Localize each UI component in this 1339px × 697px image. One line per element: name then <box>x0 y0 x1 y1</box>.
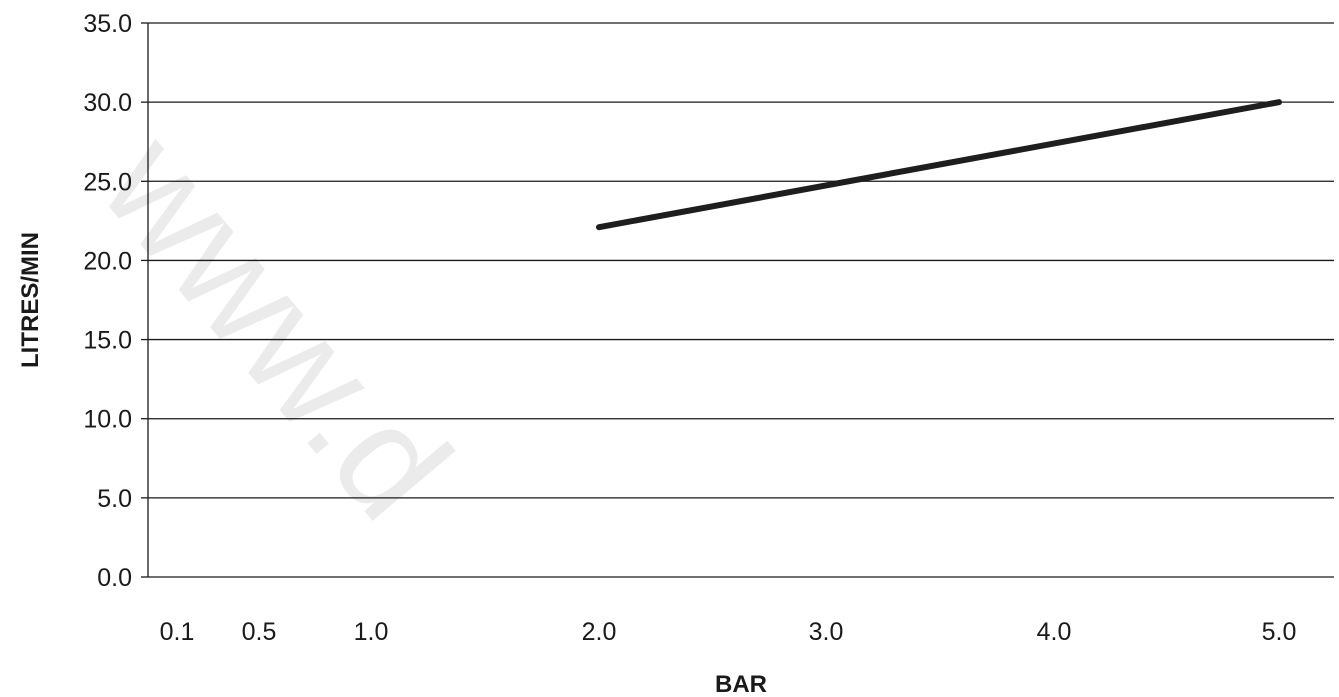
x-tick-labels: 0.1 0.5 1.0 2.0 3.0 4.0 5.0 <box>160 618 1297 646</box>
x-tick-label: 1.0 <box>354 618 389 646</box>
y-tick-label: 5.0 <box>97 485 132 513</box>
x-tick-label: 0.5 <box>242 618 277 646</box>
x-axis-title: BAR <box>715 671 767 697</box>
grid-lines <box>148 22 1334 499</box>
y-tick-labels: 0.0 5.0 10.0 15.0 20.0 25.0 30.0 35.0 <box>83 10 132 592</box>
x-tick-label: 0.1 <box>160 618 195 646</box>
y-tick-label: 35.0 <box>83 10 132 38</box>
axes <box>141 22 1334 578</box>
y-tick-label: 30.0 <box>83 89 132 117</box>
series-lines <box>596 99 1282 231</box>
y-tick-label: 25.0 <box>83 168 132 196</box>
y-tick-label: 0.0 <box>97 564 132 592</box>
x-tick-label: 2.0 <box>582 618 617 646</box>
y-tick-label: 20.0 <box>83 247 132 275</box>
y-tick-label: 15.0 <box>83 327 132 355</box>
series-line <box>596 99 1282 231</box>
x-tick-label: 3.0 <box>809 618 844 646</box>
x-tick-label: 5.0 <box>1262 618 1297 646</box>
x-tick-label: 4.0 <box>1037 618 1072 646</box>
y-axis-title: LITRES/MIN <box>17 232 44 368</box>
y-tick-label: 10.0 <box>83 406 132 434</box>
